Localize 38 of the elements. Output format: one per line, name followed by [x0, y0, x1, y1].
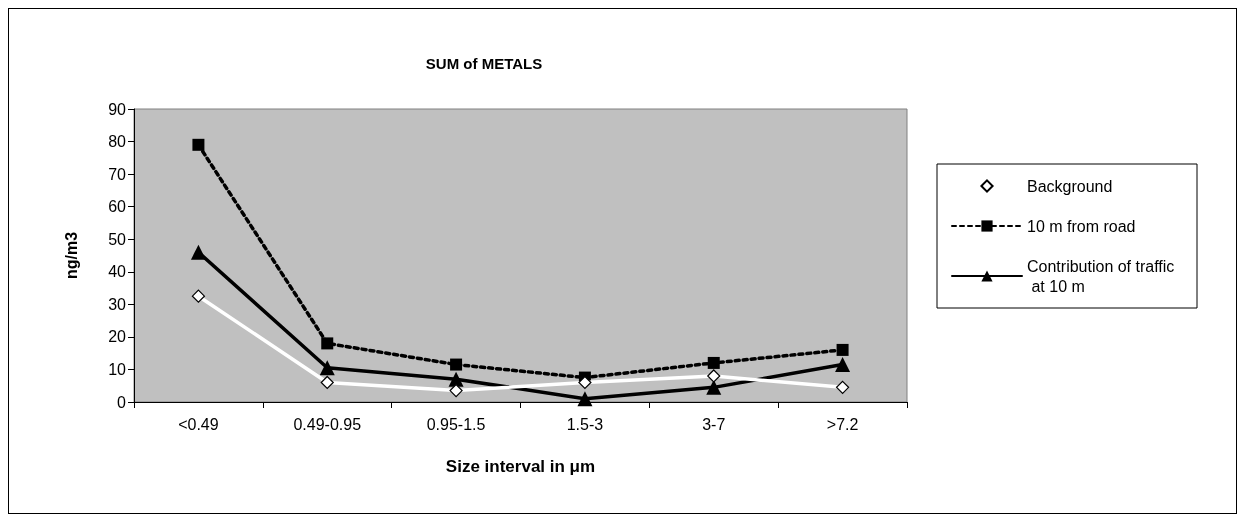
point [190, 244, 206, 260]
y-axis-title: ng/m3 [62, 231, 80, 280]
point [836, 343, 849, 356]
x-tick-label: >7.2 [826, 415, 859, 433]
x-tick-label: 0.95-1.5 [426, 415, 486, 433]
point [707, 356, 720, 369]
x-tick-label: 1.5-3 [566, 415, 604, 433]
y-tick-label: 0 [117, 393, 127, 411]
y-tick-label: 70 [108, 165, 127, 183]
point [835, 380, 850, 394]
x-tick-label: <0.49 [178, 415, 219, 433]
legend-label: Background [1027, 177, 1113, 195]
y-tick-label: 30 [108, 295, 127, 313]
point [320, 375, 334, 390]
point [578, 375, 592, 390]
legend-label: 10 m from road [1027, 217, 1136, 235]
point [707, 369, 721, 383]
x-tick-label: 0.49-0.95 [293, 415, 362, 433]
point [449, 384, 463, 398]
y-tick-label: 90 [108, 100, 127, 118]
y-tick-label: 40 [108, 263, 127, 281]
y-tick-label: 10 [108, 360, 127, 378]
chart-title: SUM of METALS [425, 55, 543, 72]
point [319, 360, 335, 376]
x-axis-title: Size interval in μm [445, 457, 596, 476]
y-tick-label: 80 [108, 133, 127, 151]
point [577, 391, 593, 407]
point [835, 357, 851, 373]
point [321, 337, 334, 350]
y-tick-label: 20 [108, 328, 127, 346]
legend-label: Contribution of traffic at 10 m [1027, 257, 1175, 295]
y-tick-label: 60 [108, 198, 127, 216]
y-tick-label: 50 [108, 230, 127, 248]
point [192, 138, 205, 151]
point [450, 358, 463, 371]
point [191, 289, 206, 303]
x-tick-label: 3-7 [702, 415, 726, 433]
point [706, 379, 722, 395]
